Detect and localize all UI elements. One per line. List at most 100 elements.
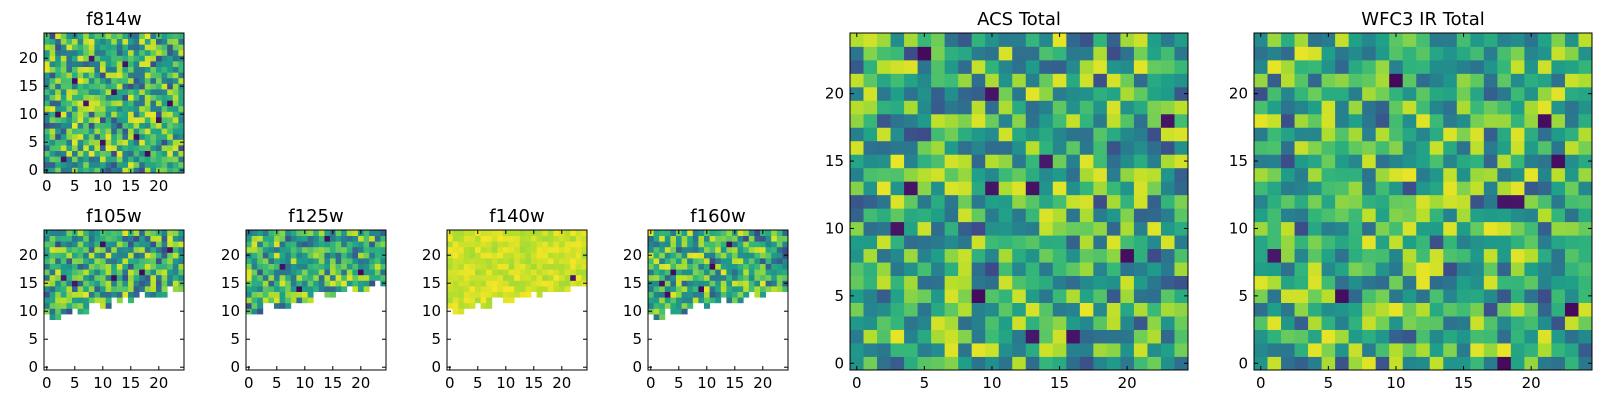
heatmap-cell	[1079, 343, 1094, 357]
heatmap-cell	[167, 156, 174, 163]
heatmap-cell	[358, 280, 364, 287]
heatmap-cell	[754, 235, 761, 242]
heatmap-cell	[1470, 73, 1485, 88]
heatmap-cell	[1267, 343, 1282, 357]
heatmap-cell	[122, 156, 129, 163]
heatmap-cell	[1578, 167, 1593, 182]
heatmap-cell	[765, 286, 772, 292]
heatmap-cell	[1483, 167, 1498, 182]
heatmap-cell	[890, 262, 905, 277]
heatmap-cell	[1551, 73, 1566, 88]
heatmap-cell	[1483, 33, 1498, 47]
heatmap-cell	[116, 280, 123, 287]
heatmap-cell	[760, 280, 766, 287]
heatmap-cell	[172, 258, 179, 264]
heatmap-cell	[1456, 113, 1471, 128]
heatmap-cell	[917, 167, 932, 182]
heatmap-cell	[1052, 289, 1067, 303]
heatmap-cell	[850, 46, 864, 61]
heatmap-cell	[1308, 73, 1322, 88]
heatmap-cell	[1039, 248, 1054, 263]
heatmap-cell	[475, 252, 481, 259]
heatmap-cell	[88, 38, 95, 45]
heatmap-cell	[150, 263, 157, 270]
heatmap-cell	[111, 156, 118, 163]
heatmap-cell	[1066, 356, 1081, 371]
heatmap-cell	[1402, 167, 1417, 182]
heatmap-cell	[1079, 235, 1094, 250]
heatmap-cell	[128, 89, 134, 95]
heatmap-cell	[77, 33, 84, 39]
heatmap-cell	[1335, 59, 1350, 74]
heatmap-cell	[161, 274, 168, 281]
heatmap-cell	[1470, 33, 1485, 47]
heatmap-cell	[1497, 235, 1512, 250]
heatmap-cell	[1093, 275, 1108, 290]
heatmap-cell	[1578, 356, 1593, 371]
heatmap-cell	[904, 262, 918, 277]
heatmap-cell	[262, 280, 269, 287]
heatmap-cell	[681, 263, 688, 270]
heatmap-cell	[463, 269, 470, 276]
heatmap-cell	[917, 73, 932, 88]
heatmap-cell	[985, 302, 1000, 317]
heatmap-cell	[161, 94, 168, 101]
heatmap-cell	[676, 258, 682, 264]
heatmap-cell	[251, 246, 258, 253]
heatmap-cell	[128, 156, 134, 163]
heatmap-cell	[100, 72, 106, 79]
heatmap-cell	[1348, 275, 1363, 290]
heatmap-cell	[274, 274, 280, 281]
heatmap-cell	[1160, 113, 1175, 128]
heatmap-cell	[1160, 262, 1175, 277]
heatmap-cell	[88, 263, 95, 270]
x-tick-label: 0	[1256, 374, 1266, 392]
y-tick-label: 5	[632, 330, 642, 348]
heatmap-cell	[66, 33, 73, 39]
heatmap-cell	[1416, 275, 1431, 290]
heatmap-cell	[172, 55, 179, 62]
heatmap-cell	[55, 235, 62, 242]
heatmap-cell	[1079, 275, 1094, 290]
heatmap-cell	[1012, 302, 1027, 317]
heatmap-cell	[172, 100, 179, 107]
heatmap-cell	[66, 89, 73, 95]
heatmap-cell	[268, 291, 275, 298]
heatmap-cell	[519, 291, 526, 298]
heatmap-cell	[116, 286, 123, 292]
heatmap-cell	[49, 302, 56, 309]
heatmap-cell	[369, 246, 376, 253]
heatmap-cell	[94, 291, 101, 298]
heatmap-cell	[850, 140, 864, 155]
heatmap-cell	[1402, 73, 1417, 88]
heatmap-cell	[653, 308, 660, 315]
heatmap-cell	[1375, 248, 1390, 263]
heatmap-cell	[1254, 113, 1268, 128]
heatmap-cell	[133, 161, 140, 168]
heatmap-cell	[105, 291, 112, 298]
heatmap-cell	[653, 302, 660, 309]
heatmap-cell	[139, 83, 146, 90]
heatmap-cell	[1147, 194, 1162, 209]
heatmap-cell	[1012, 127, 1027, 142]
heatmap-cell	[1416, 235, 1431, 250]
heatmap-cell	[313, 230, 320, 236]
heatmap-cell	[687, 258, 694, 264]
heatmap-cell	[508, 297, 515, 304]
heatmap-cell	[670, 308, 677, 315]
heatmap-cell	[122, 83, 129, 90]
heatmap-cell	[144, 139, 151, 146]
heatmap-cell	[88, 49, 95, 56]
heatmap-cell	[904, 181, 918, 196]
heatmap-cell	[318, 269, 325, 276]
y-tick-label: 15	[19, 274, 38, 292]
heatmap-cell	[944, 275, 959, 290]
heatmap-cell	[648, 286, 654, 292]
heatmap-cell	[66, 263, 73, 270]
heatmap-cell	[659, 241, 666, 248]
heatmap-cell	[1267, 262, 1282, 277]
heatmap-cell	[1147, 262, 1162, 277]
heatmap-cell	[782, 230, 789, 236]
heatmap-cell	[1537, 208, 1552, 223]
heatmap-cell	[1160, 73, 1175, 88]
